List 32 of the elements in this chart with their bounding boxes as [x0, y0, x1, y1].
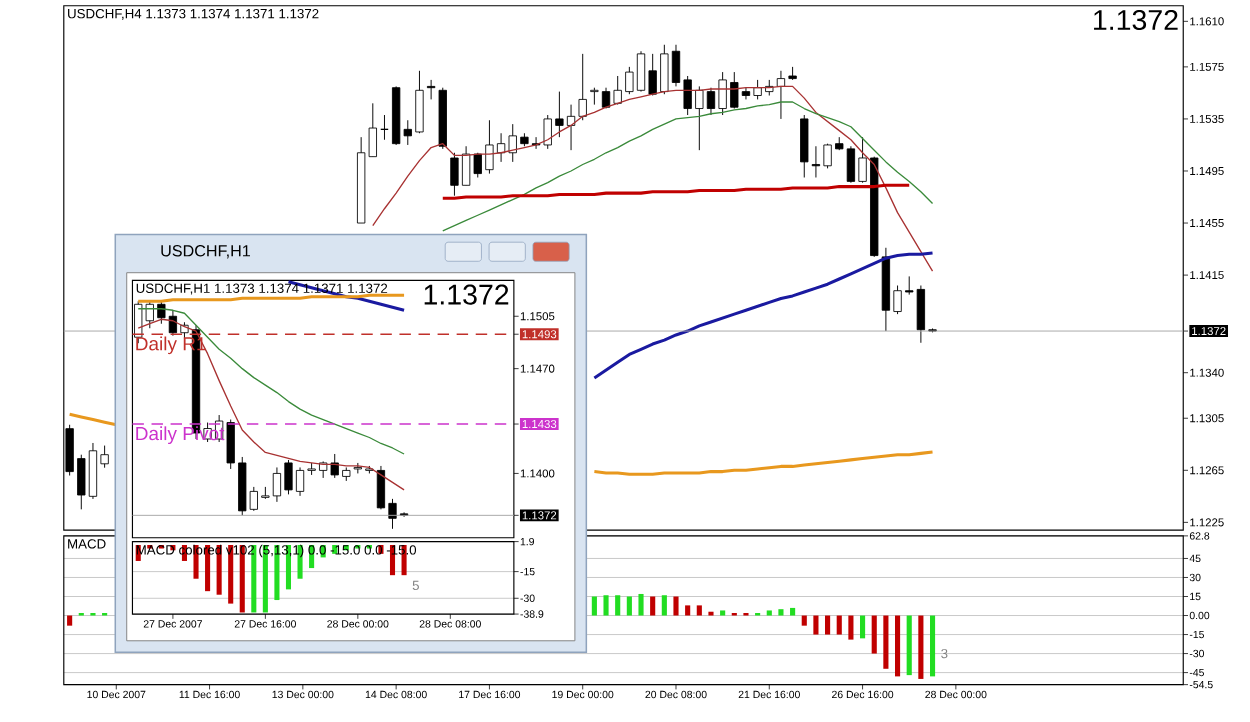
candlestick — [426, 79, 436, 100]
bar — [929, 615, 936, 677]
bar — [778, 608, 784, 616]
bar — [661, 594, 667, 616]
bar — [918, 615, 924, 679]
bar — [801, 615, 807, 626]
bar — [720, 610, 726, 616]
bar — [673, 596, 679, 616]
bar — [848, 615, 854, 640]
candlestick — [800, 114, 809, 178]
bar — [825, 615, 831, 635]
bar — [766, 610, 772, 616]
bar — [685, 605, 691, 616]
bar — [836, 615, 842, 635]
bar — [67, 615, 73, 626]
annotation: 1.1372 — [424, 284, 509, 305]
bar — [906, 615, 912, 675]
bar — [650, 596, 656, 616]
bar — [638, 593, 644, 616]
bar — [696, 605, 702, 616]
bar — [626, 596, 632, 616]
bar — [894, 615, 901, 677]
bar — [860, 615, 866, 638]
annotation: 1.1372 — [1094, 9, 1178, 30]
bar — [790, 607, 796, 616]
bar — [603, 594, 609, 616]
bar — [615, 594, 621, 616]
chart-title: USDCHF,H1 — [161, 244, 250, 259]
bar — [813, 615, 819, 635]
bar — [883, 615, 889, 669]
bar — [591, 596, 597, 616]
bar — [871, 615, 877, 654]
